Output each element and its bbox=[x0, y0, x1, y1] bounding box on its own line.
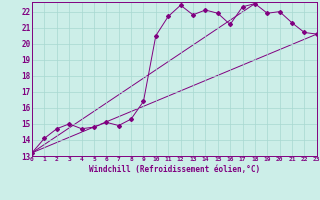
X-axis label: Windchill (Refroidissement éolien,°C): Windchill (Refroidissement éolien,°C) bbox=[89, 165, 260, 174]
